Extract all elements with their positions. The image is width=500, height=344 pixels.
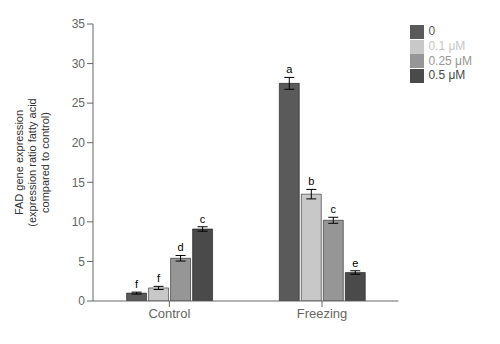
html-text:0.1 μM: 0.1 μM [428,38,466,53]
svg-text:30: 30 [72,57,86,71]
svg-text:Control: Control [148,306,190,321]
svg-text:e: e [352,257,358,269]
svg-text:d: d [178,241,184,253]
svg-text:c: c [331,203,337,215]
svg-text:FAD gene expression(expression: FAD gene expression(expression ratio fat… [13,98,51,226]
svg-text:35: 35 [72,17,86,31]
svg-text:10: 10 [72,215,86,229]
svg-text:f: f [157,272,161,284]
html-text:0: 0 [428,24,436,38]
svg-text:25: 25 [72,96,86,110]
svg-text:f: f [135,278,139,290]
svg-text:a: a [286,63,293,75]
svg-text:20: 20 [72,136,86,150]
svg-text:Freezing: Freezing [297,306,348,321]
svg-text:5: 5 [78,255,85,269]
svg-text:c: c [200,213,206,225]
html-text:0.5 μM: 0.5 μM [428,68,466,83]
html-text:0.25 μM: 0.25 μM [428,53,472,68]
svg-text:15: 15 [72,176,86,190]
svg-text:0: 0 [78,294,85,308]
svg-text:b: b [308,175,314,187]
